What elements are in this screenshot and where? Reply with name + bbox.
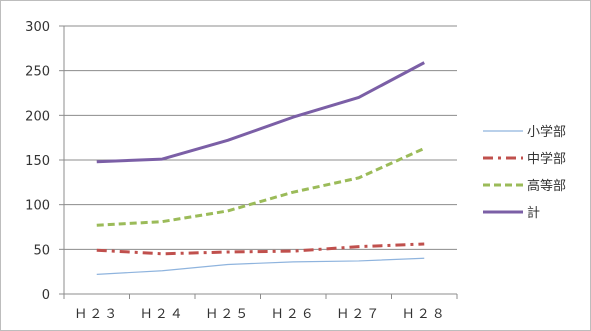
x-tick-label: Ｈ２６ [271,307,316,322]
series-lines [96,61,425,275]
y-tick-label: 150 [25,154,50,169]
axes [59,25,458,299]
gridlines [64,25,457,250]
legend-label: 計 [527,205,540,221]
x-axis-tick-labels: Ｈ２３ Ｈ２４ Ｈ２５ Ｈ２６ Ｈ２７ Ｈ２８ [74,307,447,322]
series-line-0 [96,257,425,275]
legend-label: 小学部 [527,124,566,140]
series-line-1 [96,242,425,256]
y-tick-label: 50 [33,243,50,258]
y-tick-label: 200 [25,109,50,124]
x-tick-label: Ｈ２４ [140,307,185,322]
y-tick-label: 100 [25,199,50,214]
x-tick-label: Ｈ２８ [402,307,447,322]
legend-label: 高等部 [527,178,566,194]
x-tick-label: Ｈ２５ [205,307,250,322]
series-line-3 [96,61,425,164]
y-axis-tick-labels: 0 50 100 150 200 250 300 [25,20,50,303]
y-tick-label: 250 [25,65,50,80]
y-tick-label: 300 [25,20,50,35]
series-line-2 [96,147,425,227]
y-tick-label: 0 [42,288,50,303]
legend-label: 中学部 [527,151,566,167]
x-tick-label: Ｈ２７ [336,307,381,322]
x-tick-label: Ｈ２３ [74,307,119,322]
